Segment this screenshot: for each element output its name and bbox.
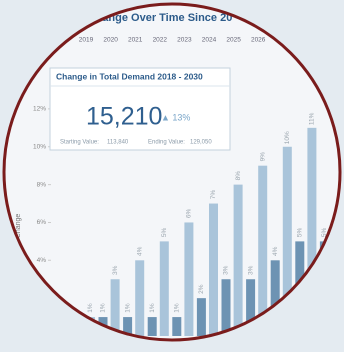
bar xyxy=(123,317,133,336)
card-start-value: 113,840 xyxy=(107,140,129,146)
x-tick-label: 2021 xyxy=(128,37,143,44)
bar xyxy=(270,260,280,336)
chart-title: Change Over Time Since 20 xyxy=(88,12,233,24)
value-label: 7% xyxy=(210,190,217,200)
value-label: 8% xyxy=(235,171,242,181)
card-value: 15,210 xyxy=(86,103,162,131)
y-axis-label: % Change xyxy=(15,214,22,247)
card-box xyxy=(49,67,231,151)
lens-border xyxy=(2,2,342,342)
bar xyxy=(184,222,194,336)
bar xyxy=(319,241,329,336)
card-start-label: Starting Value: xyxy=(60,140,99,146)
bar xyxy=(159,241,169,336)
value-label: 1% xyxy=(174,303,181,313)
card-change: ▲ 13% xyxy=(161,112,190,122)
bar xyxy=(209,203,218,336)
value-label: 1% xyxy=(87,303,94,313)
x-tick-label: 2019 xyxy=(79,37,94,44)
bar xyxy=(307,127,317,336)
bar xyxy=(246,279,256,336)
value-label: 11% xyxy=(309,112,316,125)
y-tick-label: 10% xyxy=(33,143,46,150)
y-tick-label: 4% xyxy=(37,257,47,264)
x-tick-label: 2022 xyxy=(153,37,168,44)
value-label: 4% xyxy=(272,246,279,256)
y-tick-label: 6% xyxy=(37,219,47,226)
value-label: 5% xyxy=(161,227,168,237)
card-end-value: 129,050 xyxy=(190,140,212,146)
x-tick-label: 2024 xyxy=(202,37,217,44)
bar xyxy=(110,279,120,336)
value-label: 10% xyxy=(284,131,291,144)
x-tick-label: 2026 xyxy=(251,37,266,44)
bar xyxy=(282,146,292,336)
x-tick-label: 2020 xyxy=(103,37,118,44)
value-label: 2% xyxy=(198,284,205,294)
y-tick-label: 8% xyxy=(37,181,47,188)
value-label: 3% xyxy=(112,265,119,275)
bar xyxy=(258,165,268,336)
bar xyxy=(295,241,305,336)
bar xyxy=(172,317,182,336)
value-label: 6% xyxy=(186,209,193,219)
value-label: 9% xyxy=(259,152,266,162)
y-tick-label: 12% xyxy=(33,106,46,113)
bar xyxy=(221,279,231,336)
bar xyxy=(233,184,243,336)
value-label: 1% xyxy=(100,303,107,313)
bar xyxy=(135,260,145,336)
value-label: 1% xyxy=(149,303,156,313)
card-end-label: Ending Value: xyxy=(148,140,185,146)
value-label: 5% xyxy=(321,227,328,237)
bar xyxy=(147,317,157,336)
card-title: Change in Total Demand 2018 - 2030 xyxy=(56,71,203,81)
value-label: 3% xyxy=(247,265,254,275)
bar xyxy=(196,298,206,336)
value-label: 4% xyxy=(136,246,143,256)
value-label: 5% xyxy=(297,227,304,237)
card: Change in Total Demand 2018 - 2030 15,21… xyxy=(49,67,231,151)
x-tick-label: 2023 xyxy=(177,37,192,44)
value-label: 1% xyxy=(124,303,131,313)
x-tick-label: 2025 xyxy=(226,37,241,44)
value-label: 3% xyxy=(223,265,230,275)
